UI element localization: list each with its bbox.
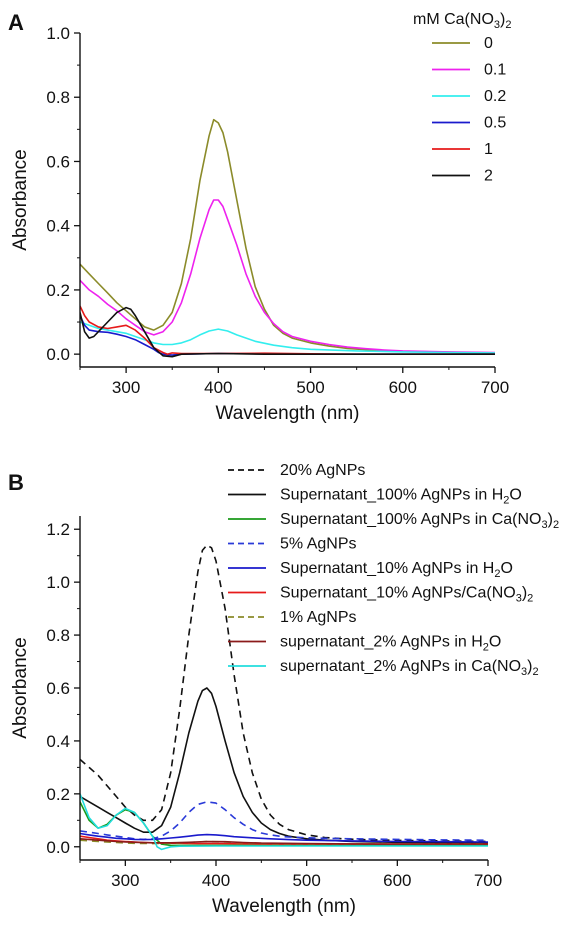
panel-letter: B (8, 470, 24, 495)
legend-label: Supernatant_100% AgNPs in Ca(NO3​)2​ (280, 511, 559, 531)
x-tick-label: 300 (112, 378, 140, 397)
y-tick-label: 0.4 (46, 217, 70, 236)
legend-label: 2 (484, 168, 493, 185)
series-line-4 (80, 832, 488, 843)
legend-label: Supernatant_10% AgNPs/Ca(NO3​)2​ (280, 585, 533, 605)
y-axis-title: Absorbance (10, 637, 31, 738)
chart-panel-a: A 300 400 500 600 700 0.0 0.2 0.4 0.6 0.8 1.0 Wavele… (8, 10, 511, 424)
legend-label: Supernatant_10% AgNPs in H2​O (280, 560, 513, 580)
x-tick-label: 500 (296, 378, 324, 397)
legend-label: 0.1 (484, 62, 506, 79)
x-axis-title: Wavelength (nm) (212, 896, 356, 917)
chart-panel-b: B 300 400 500 600 700 0.0 0.2 0.4 0.6 0.8 1.0 1.2 Wav… (8, 462, 559, 917)
series-line-0 (80, 544, 488, 843)
panel-letter: A (8, 10, 24, 35)
y-tick-label: 1.0 (46, 573, 70, 592)
series-line-5 (80, 306, 495, 358)
legend-title: mM Ca(NO3​)2​ (413, 11, 511, 31)
x-tick-label: 700 (481, 378, 509, 397)
legend-label: supernatant_2% AgNPs in H2​O (280, 634, 501, 654)
legend: mM Ca(NO3​)2​ 0 0.1 0.2 0.5 1 2 (413, 11, 511, 185)
series-line-8 (80, 793, 488, 851)
x-tick-label: 400 (204, 378, 232, 397)
y-tick-label: 0.6 (46, 679, 70, 698)
series-lines (80, 544, 488, 851)
legend-label: 1 (484, 141, 493, 158)
legend-label: 20% AgNPs (280, 462, 365, 479)
y-tick-label: 0.2 (46, 281, 70, 300)
series-line-1 (80, 687, 488, 844)
series-lines (80, 118, 495, 358)
y-axis-title: Absorbance (10, 149, 31, 250)
legend-label: 1% AgNPs (280, 609, 356, 626)
y-tick-label: 1.2 (46, 520, 70, 539)
series-line-7 (80, 838, 488, 845)
series-line-1 (80, 199, 495, 354)
x-tick-label: 300 (111, 871, 139, 890)
series-line-2 (80, 321, 495, 354)
legend-label: Supernatant_100% AgNPs in H2​O (280, 487, 522, 507)
y-tick-label: 0.0 (46, 838, 70, 857)
legend: 20% AgNPs Supernatant_100% AgNPs in H2​O S… (228, 462, 559, 678)
x-tick-label: 400 (202, 871, 230, 890)
series-line-0 (80, 118, 495, 354)
y-tick-label: 1.0 (46, 24, 70, 43)
y-tick-label: 0.6 (46, 152, 70, 171)
y-tick-label: 0.8 (46, 626, 70, 645)
x-tick-label: 500 (292, 871, 320, 890)
legend-label: supernatant_2% AgNPs in Ca(NO3​)2​ (280, 658, 539, 678)
y-tick-label: 0.4 (46, 732, 70, 751)
legend-label: 0 (484, 35, 493, 52)
x-tick-label: 700 (474, 871, 502, 890)
series-line-3 (80, 801, 488, 841)
x-tick-label: 600 (389, 378, 417, 397)
y-tick-label: 0.0 (46, 345, 70, 364)
y-tick-label: 0.2 (46, 785, 70, 804)
legend-label: 5% AgNPs (280, 536, 356, 553)
y-tick-label: 0.8 (46, 88, 70, 107)
x-tick-label: 600 (383, 871, 411, 890)
legend-label: 0.5 (484, 115, 506, 132)
legend-label: 0.2 (484, 88, 506, 105)
x-axis-title: Wavelength (nm) (216, 403, 360, 424)
